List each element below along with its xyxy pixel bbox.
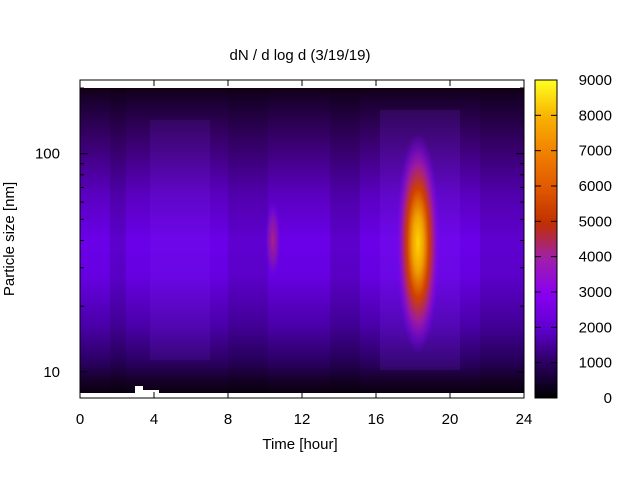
heatmap-streak	[110, 88, 126, 393]
heatmap-streak	[330, 88, 360, 393]
x-tick-label: 12	[294, 411, 311, 428]
y-axis: 10 100	[35, 87, 524, 381]
heatmap-streak	[228, 88, 268, 393]
colorbar-tick-label: 8000	[579, 107, 612, 124]
colorbar-tick-label: 7000	[579, 143, 612, 160]
heatmap-streak	[480, 88, 524, 393]
heatmap	[80, 80, 524, 398]
heatmap-field	[80, 88, 524, 393]
colorbar-tick-label: 0	[604, 390, 612, 407]
colorbar-tick-label: 6000	[579, 178, 612, 195]
heatmap-gap	[135, 386, 143, 396]
x-tick-label: 4	[150, 411, 158, 428]
heatmap-hot-spot	[396, 133, 440, 353]
colorbar	[534, 79, 558, 399]
colorbar-tick-label: 3000	[579, 284, 612, 301]
colorbar-ticks: 0 1000 2000 3000 4000 5000 6000 7000 8000 9000	[535, 72, 612, 407]
y-tick-label: 100	[35, 146, 60, 163]
heatmap-gap	[143, 390, 159, 396]
x-axis: 0 4 8 12 16 20 24	[76, 80, 533, 428]
heatmap-streak	[150, 120, 210, 360]
x-tick-label: 16	[368, 411, 385, 428]
colorbar-tick-label: 4000	[579, 249, 612, 266]
x-tick-label: 0	[76, 411, 84, 428]
heatmap-warm-spot	[265, 200, 281, 280]
x-tick-label: 20	[442, 411, 459, 428]
y-axis-label: Particle size [nm]	[1, 182, 18, 296]
colorbar-tick-label: 5000	[579, 213, 612, 230]
x-tick-label: 24	[516, 411, 533, 428]
x-tick-label: 8	[224, 411, 232, 428]
x-axis-label: Time [hour]	[262, 436, 337, 453]
colorbar-tick-label: 9000	[579, 72, 612, 89]
colorbar-tick-label: 2000	[579, 319, 612, 336]
chart-title: dN / d log d (3/19/19)	[230, 47, 371, 64]
y-tick-label: 10	[43, 364, 60, 381]
colorbar-tick-label: 1000	[579, 355, 612, 372]
